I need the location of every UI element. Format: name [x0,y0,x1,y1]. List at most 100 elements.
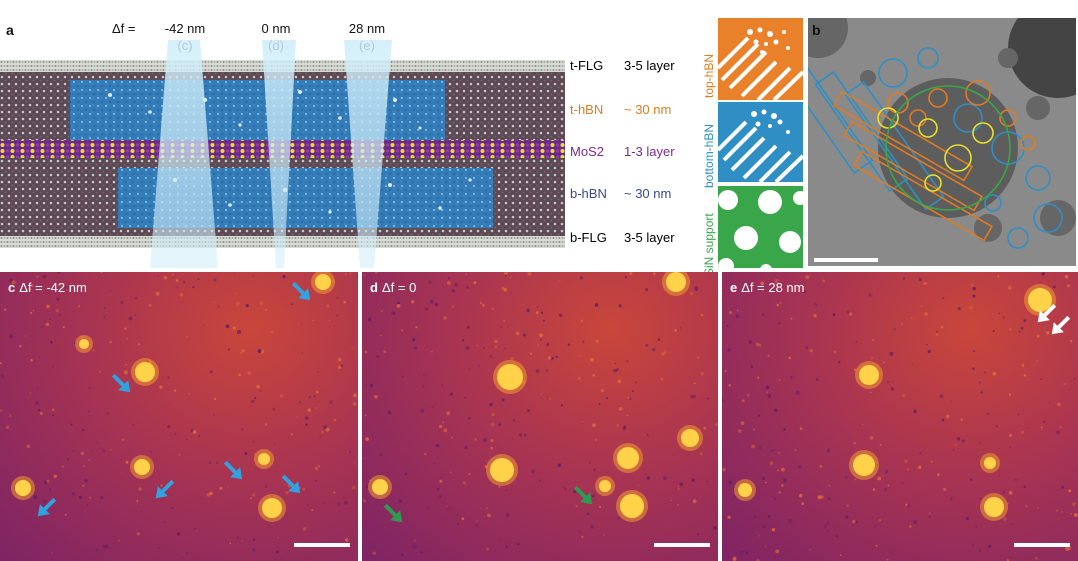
noise-speck [1008,393,1012,396]
noise-speck [750,365,753,368]
noise-speck [245,304,249,308]
noise-speck [911,363,913,366]
noise-speck [693,382,696,385]
noise-speck [308,395,311,399]
noise-speck [920,305,923,308]
noise-speck [746,393,750,397]
noise-speck [486,547,489,551]
noise-speck [126,337,129,340]
noise-speck [924,312,928,316]
noise-speck [353,393,357,398]
noise-speck [874,289,876,292]
noise-speck [790,317,793,320]
noise-speck [466,325,470,329]
noise-speck [826,521,829,524]
noise-speck [928,512,931,514]
overview-image [808,18,1076,266]
noise-speck [465,346,470,350]
bright-spot [599,480,611,492]
noise-speck [4,308,7,311]
beam-value: 28 nm [348,21,386,36]
noise-speck [257,349,262,354]
panel-b-overview: b [808,18,1076,266]
noise-speck [832,313,836,317]
noise-speck [483,438,487,442]
noise-speck [411,338,416,342]
bright-spot [859,365,879,385]
noise-speck [984,371,986,374]
noise-speck [351,485,356,490]
noise-speck [433,296,436,299]
noise-speck [546,343,550,346]
noise-speck [304,416,309,420]
bright-spot [617,447,639,469]
noise-speck [19,344,22,348]
noise-speck [657,338,660,341]
noise-speck [777,469,780,472]
noise-speck [1036,334,1040,338]
noise-speck [926,343,928,346]
noise-speck [125,460,129,464]
noise-speck [1007,285,1012,290]
noise-speck [186,438,188,441]
noise-speck [462,339,465,342]
noise-speck [835,535,838,538]
noise-speck [594,303,599,307]
layer-thickness: ~ 30 nm [624,102,672,117]
noise-speck [813,314,817,318]
noise-speck [762,476,766,480]
noise-speck [466,286,469,289]
noise-speck [774,408,778,413]
noise-speck [833,350,837,354]
noise-speck [706,480,709,483]
noise-speck [96,548,99,551]
noise-speck [504,347,506,350]
panel-a-letter: a [6,22,14,38]
noise-speck [256,384,260,389]
noise-speck [326,304,330,308]
noise-speck [742,399,745,402]
noise-speck [194,527,197,530]
noise-speck [942,297,945,300]
noise-speck [757,376,760,379]
noise-speck [638,484,640,486]
noise-speck [239,352,242,354]
defocus-caption: Δf = 28 nm [741,280,805,295]
noise-speck [848,312,853,316]
noise-speck [758,414,761,417]
noise-speck [960,418,964,422]
noise-speck [1002,492,1005,494]
noise-speck [122,438,125,441]
noise-speck [691,478,695,482]
noise-speck [573,323,576,325]
noise-speck [778,322,781,325]
noise-speck [724,546,727,549]
noise-speck [1009,433,1013,437]
noise-speck [51,366,54,368]
noise-speck [902,393,906,398]
noise-speck [626,414,629,417]
noise-speck [37,409,41,412]
bright-spot [853,454,875,476]
noise-speck [1053,285,1056,289]
noise-speck [315,390,319,394]
noise-speck [913,520,917,524]
noise-speck [751,444,756,449]
noise-speck [957,307,961,311]
noise-speck [88,458,91,461]
noise-speck [353,461,356,464]
noise-speck [1067,284,1071,288]
noise-speck [401,553,404,557]
noise-speck [592,373,595,377]
noise-speck [692,394,696,398]
noise-speck [51,552,53,554]
bright-spot [15,480,31,496]
noise-speck [100,496,104,500]
micrograph-caption: e Δf = 28 nm [730,280,804,295]
noise-speck [852,519,856,524]
noise-speck [807,305,810,307]
beam-value: -42 nm [164,21,206,36]
noise-speck [1068,489,1072,493]
tile-label: top-hBN [702,53,716,98]
noise-speck [447,281,451,285]
